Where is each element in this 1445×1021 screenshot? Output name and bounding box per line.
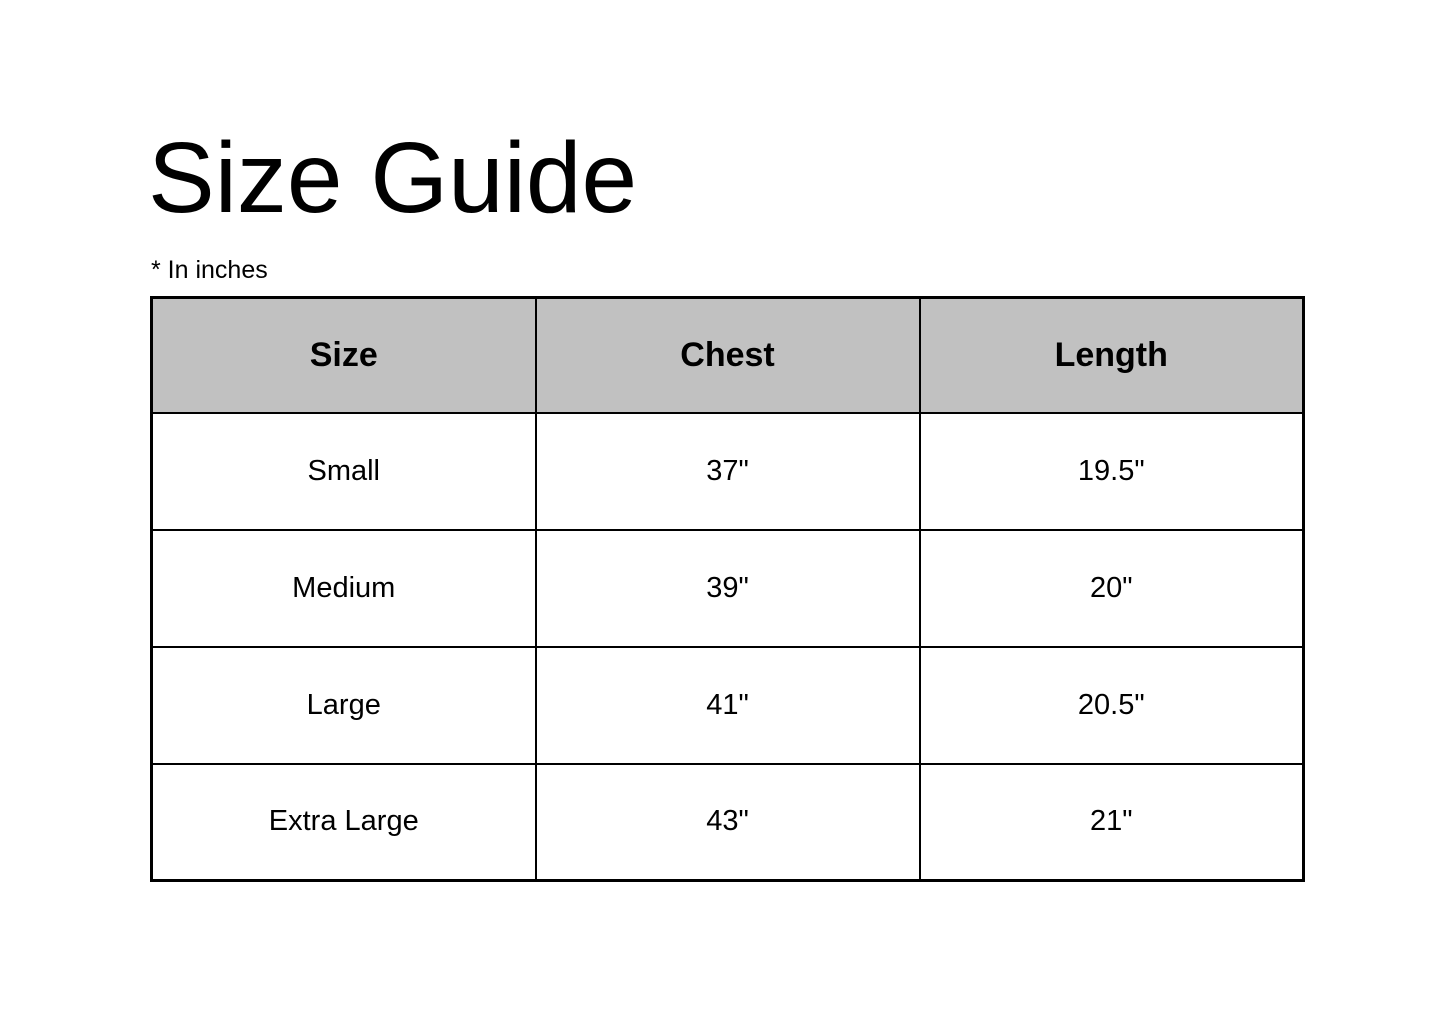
size-table-body: Small 37" 19.5" Medium 39" 20" Large 41" 20.5" Ex…	[150, 411, 1305, 882]
units-note: * In inches	[151, 256, 268, 284]
cell-length: 20.5"	[918, 645, 1305, 765]
cell-size: Medium	[150, 528, 537, 648]
cell-length: 20"	[918, 528, 1305, 648]
column-header-length: Length	[918, 296, 1305, 414]
cell-length: 21"	[918, 762, 1305, 882]
column-header-chest: Chest	[534, 296, 921, 414]
cell-chest: 43"	[534, 762, 921, 882]
cell-length: 19.5"	[918, 411, 1305, 531]
header-row: Size Chest Length	[150, 296, 1305, 414]
table-row: Medium 39" 20"	[150, 528, 1305, 648]
table-row: Extra Large 43" 21"	[150, 762, 1305, 882]
cell-chest: 37"	[534, 411, 921, 531]
cell-size: Small	[150, 411, 537, 531]
page-title: Size Guide	[148, 122, 638, 234]
cell-size: Large	[150, 645, 537, 765]
cell-chest: 39"	[534, 528, 921, 648]
column-header-size: Size	[150, 296, 537, 414]
cell-chest: 41"	[534, 645, 921, 765]
size-guide-table: Size Chest Length Small 37" 19.5" Medium 39"…	[150, 296, 1305, 882]
cell-size: Extra Large	[150, 762, 537, 882]
table-row: Small 37" 19.5"	[150, 411, 1305, 531]
size-table-header: Size Chest Length	[150, 296, 1305, 414]
table-row: Large 41" 20.5"	[150, 645, 1305, 765]
